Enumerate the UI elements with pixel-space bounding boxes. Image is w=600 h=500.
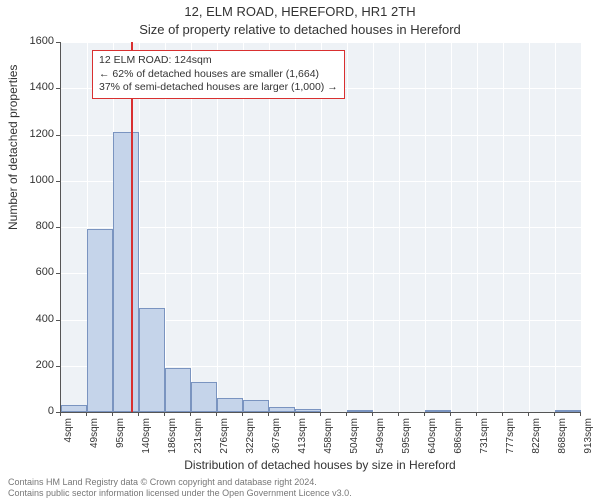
y-tick-mark: [56, 42, 60, 43]
x-tick-mark: [268, 412, 269, 416]
y-tick-label: 1400: [14, 81, 54, 93]
x-tick-mark: [86, 412, 87, 416]
y-tick-label: 200: [14, 359, 54, 371]
histogram-bar: [87, 229, 113, 412]
x-tick-label: 367sqm: [271, 418, 282, 478]
y-tick-mark: [56, 366, 60, 367]
x-tick-mark: [164, 412, 165, 416]
grid-line: [581, 42, 582, 412]
histogram-bar: [555, 410, 581, 412]
histogram-bar: [295, 409, 321, 412]
y-tick-label: 1000: [14, 174, 54, 186]
histogram-bar: [139, 308, 165, 412]
x-tick-mark: [320, 412, 321, 416]
histogram-bar: [191, 382, 217, 412]
histogram-bar: [61, 405, 87, 412]
x-tick-mark: [138, 412, 139, 416]
x-tick-label: 686sqm: [453, 418, 464, 478]
x-tick-label: 731sqm: [479, 418, 490, 478]
x-tick-label: 822sqm: [531, 418, 542, 478]
annotation-line-3: 37% of semi-detached houses are larger (…: [99, 81, 338, 95]
grid-line: [477, 42, 478, 412]
x-tick-mark: [502, 412, 503, 416]
x-tick-mark: [216, 412, 217, 416]
y-tick-mark: [56, 88, 60, 89]
x-tick-mark: [580, 412, 581, 416]
title-line-1: 12, ELM ROAD, HEREFORD, HR1 2TH: [0, 4, 600, 19]
grid-line: [451, 42, 452, 412]
x-tick-mark: [190, 412, 191, 416]
x-tick-mark: [346, 412, 347, 416]
x-tick-label: 458sqm: [323, 418, 334, 478]
x-tick-label: 231sqm: [193, 418, 204, 478]
y-tick-label: 1200: [14, 128, 54, 140]
x-axis-label: Distribution of detached houses by size …: [60, 458, 580, 472]
x-tick-label: 4sqm: [63, 418, 74, 478]
x-tick-mark: [60, 412, 61, 416]
y-tick-label: 0: [14, 405, 54, 417]
x-tick-label: 413sqm: [297, 418, 308, 478]
footer-line-2: Contains public sector information licen…: [8, 488, 352, 498]
grid-line: [529, 42, 530, 412]
x-tick-label: 140sqm: [141, 418, 152, 478]
y-tick-label: 400: [14, 313, 54, 325]
grid-line: [555, 42, 556, 412]
histogram-bar: [243, 400, 269, 412]
y-tick-label: 600: [14, 266, 54, 278]
grid-line: [347, 42, 348, 412]
x-tick-mark: [476, 412, 477, 416]
histogram-bar: [165, 368, 191, 412]
x-tick-mark: [294, 412, 295, 416]
x-tick-label: 186sqm: [167, 418, 178, 478]
y-tick-mark: [56, 135, 60, 136]
footer-line-1: Contains HM Land Registry data © Crown c…: [8, 477, 352, 487]
annotation-line-1: 12 ELM ROAD: 124sqm: [99, 54, 338, 68]
x-tick-mark: [424, 412, 425, 416]
x-tick-label: 276sqm: [219, 418, 230, 478]
x-tick-label: 549sqm: [375, 418, 386, 478]
y-tick-mark: [56, 320, 60, 321]
chart-container: 12, ELM ROAD, HEREFORD, HR1 2TH Size of …: [0, 0, 600, 500]
x-tick-mark: [450, 412, 451, 416]
grid-line: [425, 42, 426, 412]
y-tick-mark: [56, 227, 60, 228]
title-line-2: Size of property relative to detached ho…: [0, 22, 600, 37]
x-tick-label: 868sqm: [557, 418, 568, 478]
x-tick-label: 595sqm: [401, 418, 412, 478]
footer: Contains HM Land Registry data © Crown c…: [8, 477, 352, 498]
x-tick-label: 777sqm: [505, 418, 516, 478]
x-tick-mark: [528, 412, 529, 416]
annotation-box: 12 ELM ROAD: 124sqm ← 62% of detached ho…: [92, 50, 345, 99]
histogram-bar: [217, 398, 243, 412]
histogram-bar: [113, 132, 139, 412]
x-tick-label: 504sqm: [349, 418, 360, 478]
y-tick-label: 800: [14, 220, 54, 232]
y-tick-mark: [56, 273, 60, 274]
x-tick-label: 913sqm: [583, 418, 594, 478]
x-tick-mark: [242, 412, 243, 416]
y-tick-label: 1600: [14, 35, 54, 47]
x-tick-mark: [372, 412, 373, 416]
x-tick-mark: [398, 412, 399, 416]
x-tick-mark: [554, 412, 555, 416]
grid-line: [373, 42, 374, 412]
histogram-bar: [269, 407, 295, 412]
annotation-line-2: ← 62% of detached houses are smaller (1,…: [99, 68, 338, 82]
x-tick-label: 322sqm: [245, 418, 256, 478]
x-tick-label: 95sqm: [115, 418, 126, 478]
grid-line: [399, 42, 400, 412]
x-tick-label: 49sqm: [89, 418, 100, 478]
x-tick-label: 640sqm: [427, 418, 438, 478]
histogram-bar: [347, 410, 373, 412]
grid-line: [503, 42, 504, 412]
x-tick-mark: [112, 412, 113, 416]
histogram-bar: [425, 410, 451, 412]
y-tick-mark: [56, 181, 60, 182]
